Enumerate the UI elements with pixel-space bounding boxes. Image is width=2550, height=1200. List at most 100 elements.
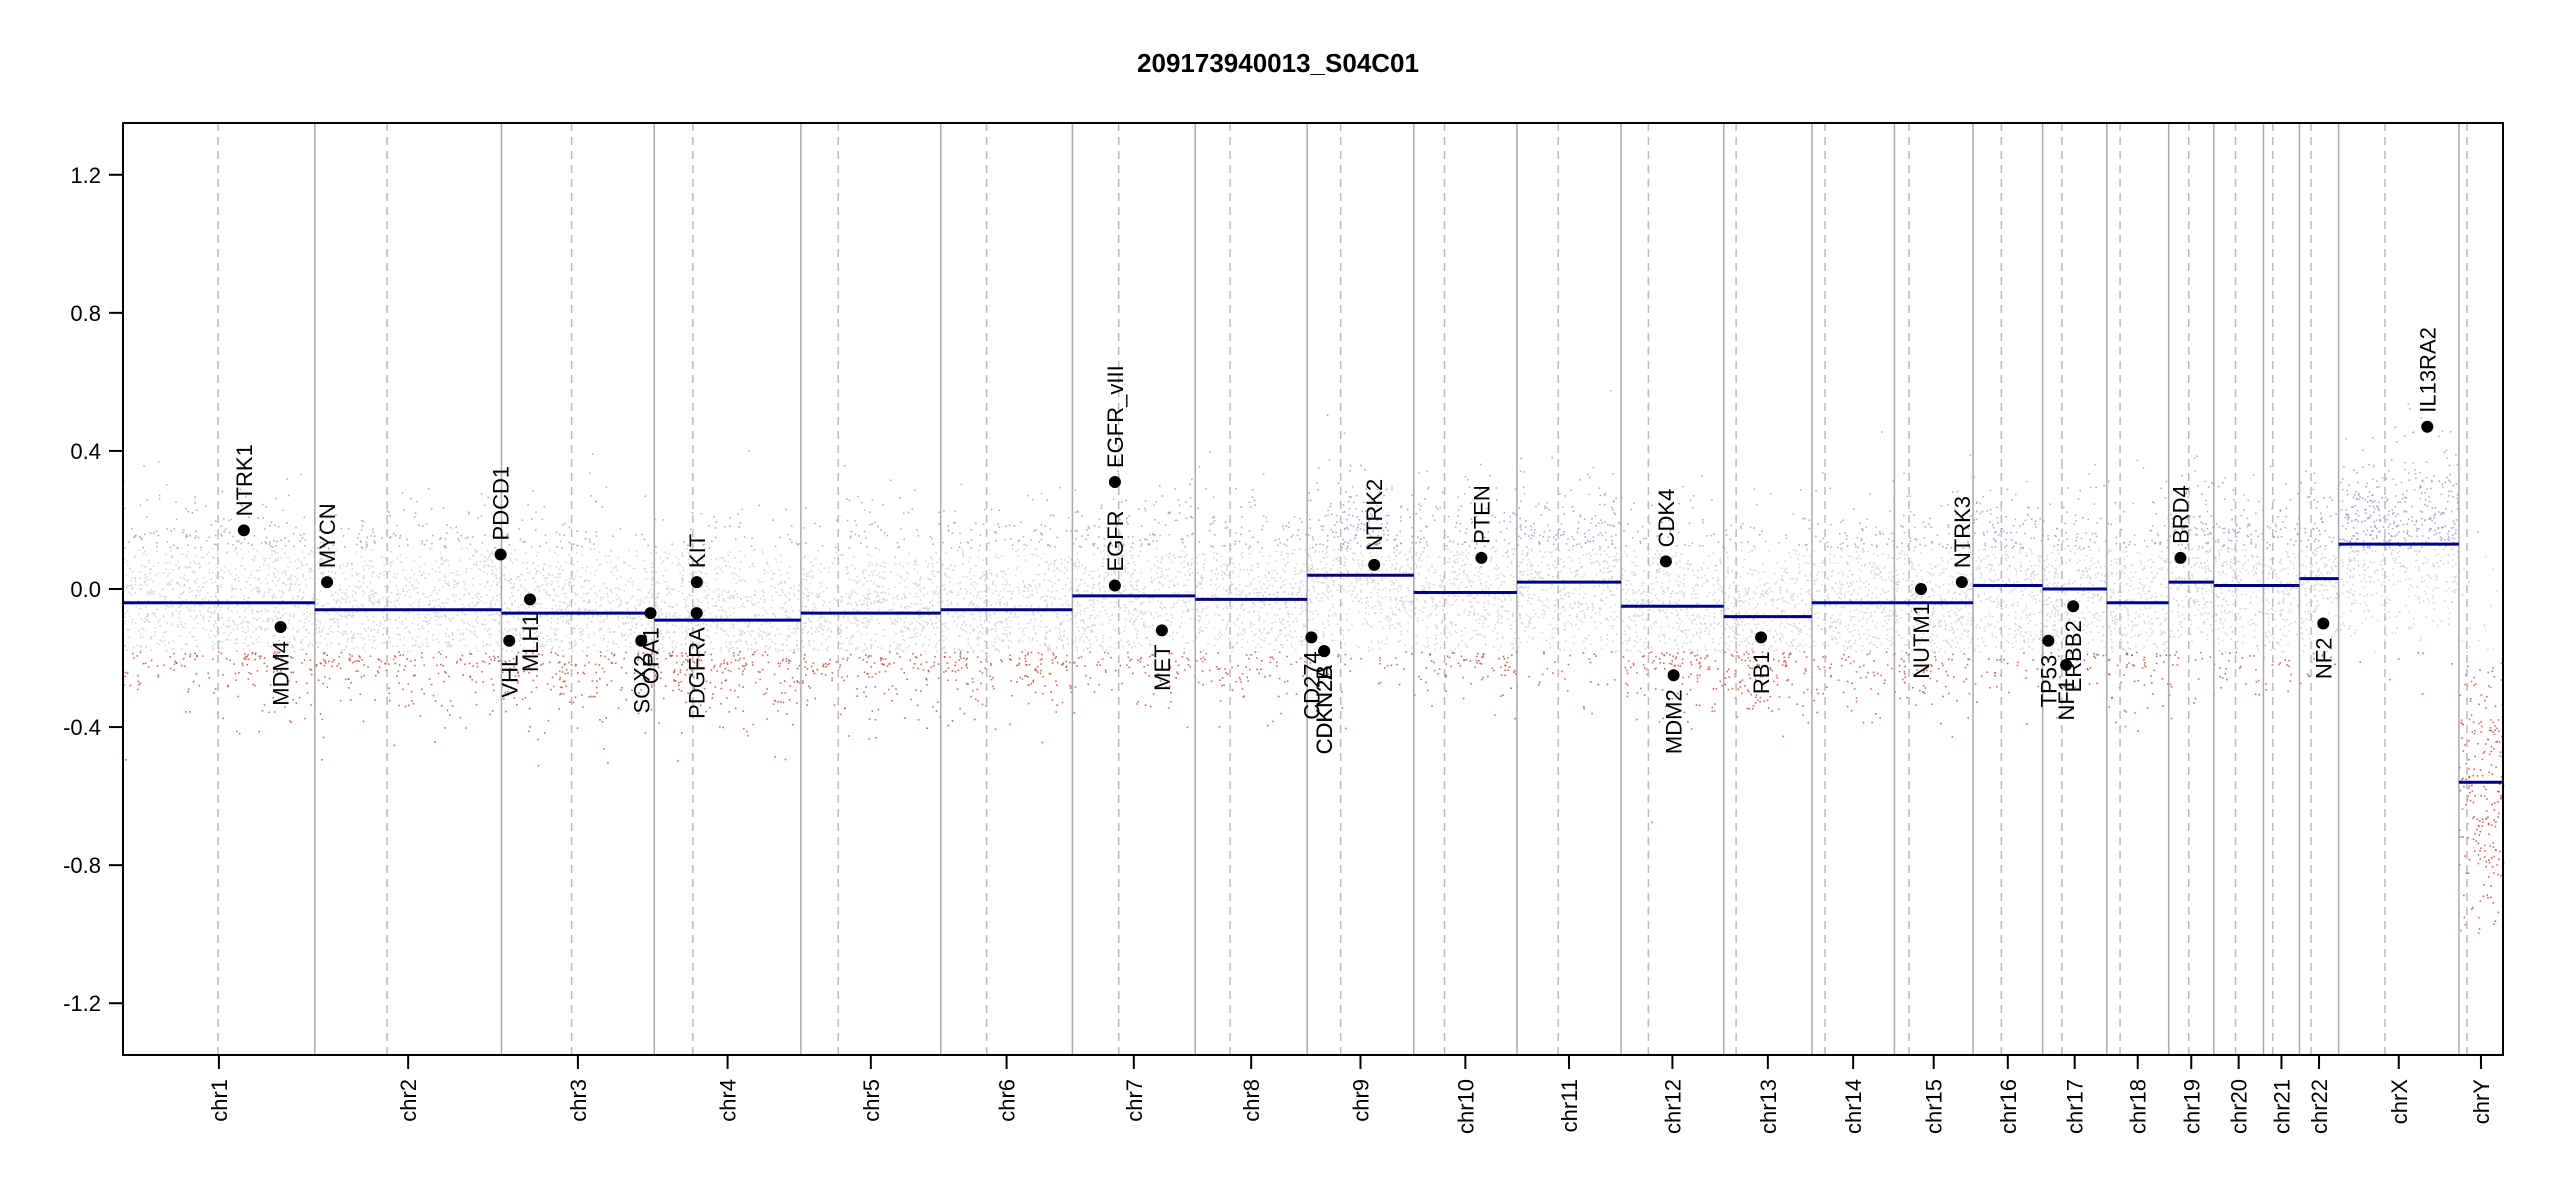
probe-point (1005, 525, 1007, 528)
probe-point (799, 543, 801, 545)
probe-point (427, 613, 430, 616)
probe-point (389, 699, 391, 702)
probe-point (167, 574, 169, 577)
probe-point (139, 682, 141, 684)
probe-point (642, 559, 645, 561)
probe-point (421, 652, 423, 654)
probe-point (155, 550, 158, 553)
probe-point (684, 638, 687, 640)
probe-point (285, 570, 287, 573)
probe-point (515, 634, 518, 636)
probe-point (317, 645, 319, 648)
probe-point (518, 610, 520, 612)
probe-point (543, 563, 545, 566)
probe-point (209, 637, 211, 639)
probe-point (425, 523, 428, 526)
probe-point (658, 616, 660, 618)
probe-point (720, 687, 723, 690)
probe-point (818, 630, 820, 633)
probe-point (928, 670, 930, 673)
probe-point (797, 628, 800, 630)
probe-point (675, 641, 678, 644)
probe-point (512, 615, 515, 618)
probe-point (330, 594, 333, 597)
probe-point (351, 563, 353, 565)
probe-point (875, 564, 878, 567)
probe-point (791, 541, 793, 543)
probe-point (537, 598, 539, 601)
probe-point (869, 562, 871, 564)
probe-point (333, 622, 335, 624)
probe-point (489, 553, 492, 555)
probe-point (536, 635, 538, 638)
probe-point (681, 631, 684, 634)
probe-point (150, 659, 153, 662)
probe-point (494, 657, 496, 659)
probe-point (232, 535, 234, 538)
probe-point (814, 697, 816, 700)
probe-point (124, 675, 126, 678)
probe-point (503, 574, 505, 577)
probe-point (166, 583, 168, 585)
probe-point (896, 693, 898, 695)
probe-point (882, 635, 885, 637)
probe-point (772, 613, 775, 615)
probe-point (226, 625, 229, 627)
probe-point (134, 556, 136, 558)
probe-point (870, 580, 872, 582)
probe-point (169, 599, 172, 602)
probe-point (521, 626, 523, 628)
probe-point (271, 550, 274, 552)
probe-point (1023, 634, 1025, 637)
probe-point (478, 568, 481, 570)
probe-point (908, 645, 911, 648)
probe-point (196, 578, 198, 581)
probe-point (842, 642, 844, 644)
probe-point (535, 572, 537, 575)
probe-point (1072, 662, 1074, 664)
probe-point (917, 534, 920, 537)
probe-point (737, 654, 740, 656)
probe-point (572, 701, 575, 704)
probe-point (246, 663, 249, 666)
probe-point (373, 615, 375, 618)
probe-point (475, 634, 477, 637)
probe-point (499, 593, 501, 596)
probe-point (226, 638, 228, 640)
probe-point (844, 649, 847, 651)
probe-point (982, 571, 984, 574)
probe-point (774, 587, 776, 589)
probe-point (989, 614, 991, 616)
probe-point (236, 552, 239, 555)
probe-point (937, 593, 939, 595)
probe-point (544, 534, 547, 536)
probe-point (839, 713, 842, 716)
probe-point (1043, 642, 1045, 645)
probe-point (142, 636, 145, 638)
probe-point (615, 565, 617, 567)
probe-point (640, 689, 642, 691)
probe-point (655, 552, 658, 554)
probe-point (994, 590, 997, 592)
probe-point (875, 673, 877, 675)
probe-point (507, 535, 509, 537)
probe-point (780, 582, 783, 584)
probe-point (747, 596, 749, 598)
probe-point (899, 582, 901, 585)
probe-point (649, 644, 652, 647)
probe-point (131, 576, 133, 579)
probe-point (399, 638, 402, 641)
probe-point (429, 619, 431, 621)
probe-point (166, 541, 169, 543)
probe-point (560, 692, 562, 695)
probe-point (145, 516, 148, 518)
probe-point (155, 530, 158, 533)
probe-point (868, 738, 870, 740)
probe-point (476, 636, 478, 639)
probe-point (466, 547, 469, 550)
probe-point (341, 572, 344, 574)
probe-point (596, 559, 598, 561)
probe-point (461, 612, 464, 615)
probe-point (628, 549, 630, 552)
probe-point (838, 628, 841, 630)
